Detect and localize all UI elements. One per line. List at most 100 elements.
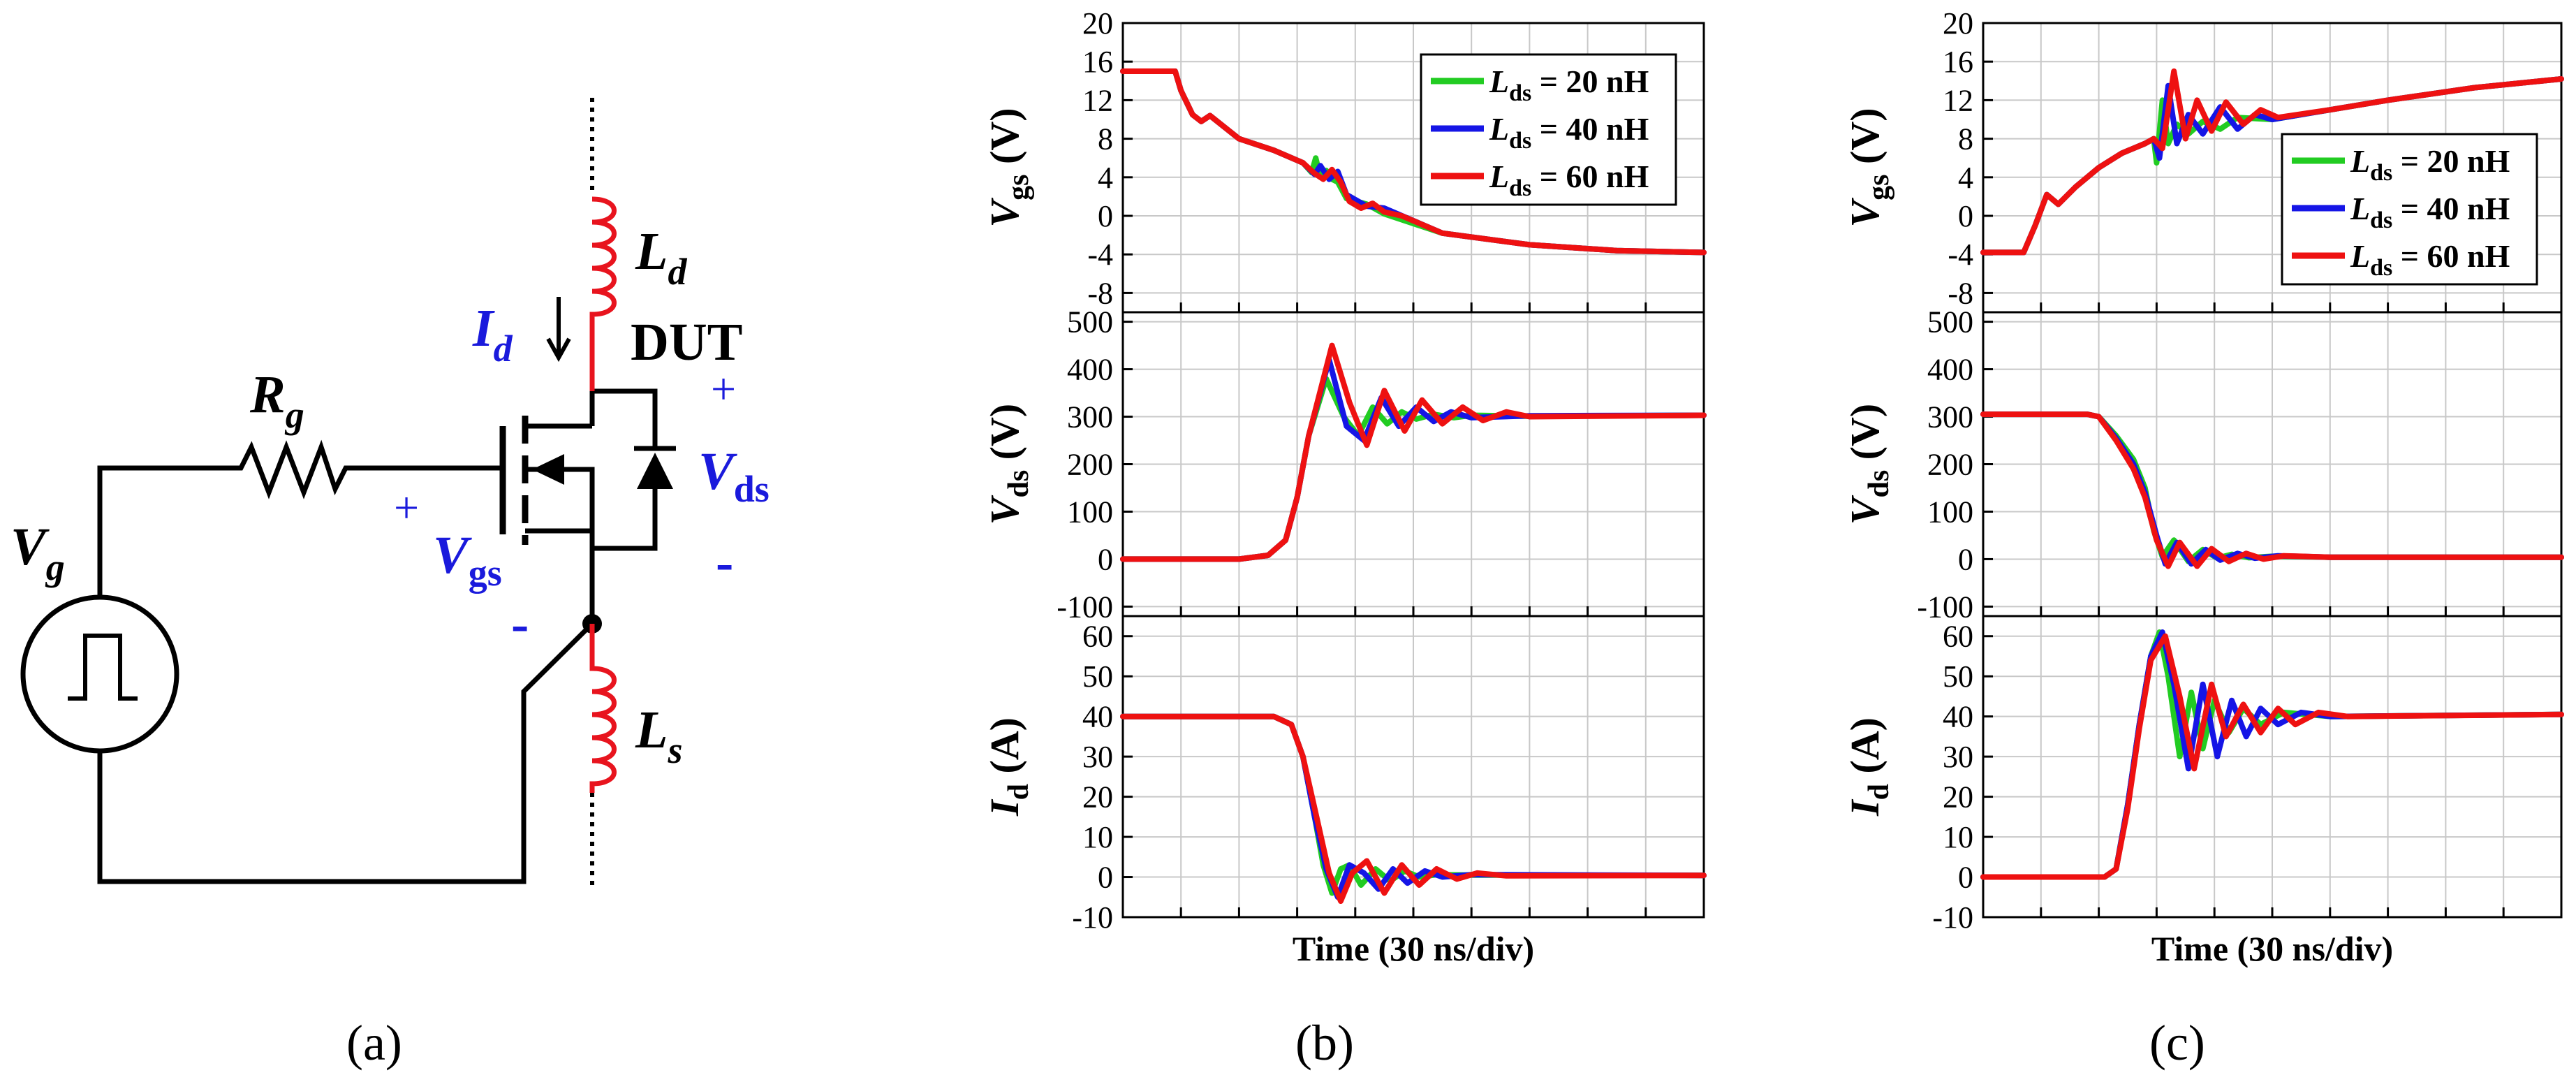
y-tick-label: 200	[1927, 448, 1973, 482]
pulse-icon	[68, 634, 138, 701]
vgs-minus-sign: -	[511, 594, 529, 653]
y-tick-label: -4	[1087, 237, 1113, 272]
source-voltage-label: Vg	[10, 518, 65, 588]
caption-b: (b)	[1295, 1015, 1354, 1071]
y-tick-label: 16	[1943, 45, 1973, 79]
vds-label: Vds	[698, 442, 770, 510]
y-tick-label: 50	[1943, 659, 1973, 694]
y-tick-label: 20	[1082, 6, 1113, 41]
panel-2: 500 400 300 200 100 0 -100 Vds (V)	[1842, 305, 2564, 624]
y-tick-label: 8	[1098, 122, 1113, 156]
y-tick-label: -10	[1932, 900, 1973, 935]
y-axis-label: Id (A)	[982, 717, 1035, 817]
circuit-schematic	[20, 98, 676, 887]
series-group	[1120, 713, 1707, 904]
vds-plus-sign: +	[711, 364, 736, 414]
panel-2: 500 400 300 200 100 0 -100 Vds (V)	[982, 305, 1707, 624]
legend-entry-label: Lds = 20 nH	[1489, 64, 1649, 106]
series-line-3	[1120, 713, 1707, 904]
mosfet-body-arrow-icon	[532, 454, 564, 485]
vgs-plus-sign: +	[394, 483, 419, 532]
y-tick-label: -100	[1917, 590, 1973, 624]
y-tick-label: 500	[1067, 305, 1113, 339]
y-axis-label: Id (A)	[1842, 717, 1895, 817]
y-tick-label: 20	[1082, 780, 1113, 814]
y-tick-label: 16	[1082, 45, 1113, 79]
source-inductor-label: Ls	[635, 701, 682, 771]
caption-a: (a)	[346, 1015, 402, 1071]
return-wire	[97, 622, 594, 884]
diode-bottom-wire	[592, 489, 658, 551]
y-tick-label: 30	[1943, 740, 1973, 774]
y-tick-label: 40	[1082, 700, 1113, 734]
legend-entry-label: Lds = 40 nH	[1489, 111, 1649, 154]
y-axis-label: Vds (V)	[982, 404, 1035, 525]
vds-minus-sign: -	[716, 533, 733, 592]
y-tick-label: 300	[1927, 400, 1973, 434]
gate-resistor	[225, 439, 503, 499]
y-tick-label: 10	[1082, 820, 1113, 854]
y-tick-label: 400	[1067, 353, 1113, 387]
panel-3: 60 50 40 30 20 10 0 -10 Id (A)	[982, 615, 1707, 935]
source-inductor	[589, 624, 617, 793]
series-group	[1980, 629, 2564, 880]
drain-inductor	[589, 196, 617, 391]
y-tick-label: 20	[1943, 780, 1973, 814]
body-diode-icon	[637, 453, 673, 489]
y-tick-label: 0	[1098, 542, 1113, 576]
gate-resistor-label: Rg	[249, 365, 304, 436]
voltage-source-symbol	[20, 594, 179, 754]
y-tick-label: 12	[1943, 83, 1973, 117]
y-tick-label: 40	[1943, 700, 1973, 734]
y-tick-label: -100	[1057, 590, 1113, 624]
caption-c: (c)	[2149, 1015, 2205, 1071]
legend-entry-label: Lds = 60 nH	[1489, 159, 1649, 201]
series-group	[1980, 411, 2564, 569]
y-tick-label: 200	[1067, 448, 1113, 482]
y-tick-label: 400	[1927, 353, 1973, 387]
series-group	[1120, 342, 1707, 562]
y-axis-label: Vgs (V)	[1842, 108, 1895, 227]
panel-frame	[1982, 615, 2563, 919]
y-tick-label: 4	[1958, 161, 1973, 195]
drain-current-label: Id	[472, 299, 513, 370]
y-tick-label: 500	[1927, 305, 1973, 339]
panel-frame	[1121, 615, 1705, 919]
series-group	[1980, 68, 2564, 256]
y-tick-label: 4	[1098, 161, 1113, 195]
drain-inductor-label: Ld	[635, 222, 687, 293]
series-line-3	[1980, 633, 2564, 880]
y-tick-label: 20	[1943, 6, 1973, 41]
y-tick-label: 30	[1082, 740, 1113, 774]
source-to-resistor-wire	[97, 465, 225, 597]
y-tick-label: 60	[1943, 620, 1973, 654]
y-tick-label: 8	[1958, 122, 1973, 156]
y-tick-label: -8	[1948, 276, 1973, 310]
x-axis-label: Time (30 ns/div)	[2151, 929, 2393, 968]
panel-1: 20 16 12 8 4 0 -4 -8 Vgs (V)	[982, 6, 1707, 314]
x-axis-label: Time (30 ns/div)	[1293, 929, 1534, 968]
y-axis-label: Vds (V)	[1842, 404, 1895, 525]
y-tick-label: 12	[1082, 83, 1113, 117]
drain-wire	[589, 388, 658, 447]
series-line-3	[1120, 342, 1707, 562]
panel-3: 60 50 40 30 20 10 0 -10 Id (A)	[1842, 615, 2564, 935]
y-tick-label: -10	[1072, 900, 1113, 935]
y-tick-label: 0	[1958, 861, 1973, 895]
legend: Lds = 20 nH Lds = 40 nH Lds = 60 nH	[2281, 133, 2538, 286]
dut-label: DUT	[631, 313, 742, 372]
y-tick-label: 60	[1082, 620, 1113, 654]
legend-entry-label: Lds = 20 nH	[2350, 143, 2510, 186]
legend-entry-label: Lds = 60 nH	[2350, 238, 2510, 281]
vgs-label: Vgs	[433, 526, 502, 594]
y-tick-label: 10	[1943, 820, 1973, 854]
y-axis-label: Vgs (V)	[982, 108, 1035, 227]
y-tick-label: 0	[1958, 542, 1973, 576]
series-line-3	[1120, 68, 1707, 256]
drain-current-arrowhead	[546, 337, 571, 363]
legend: Lds = 20 nH Lds = 40 nH Lds = 60 nH	[1420, 53, 1677, 206]
y-tick-label: 300	[1067, 400, 1113, 434]
y-tick-label: 100	[1927, 495, 1973, 529]
